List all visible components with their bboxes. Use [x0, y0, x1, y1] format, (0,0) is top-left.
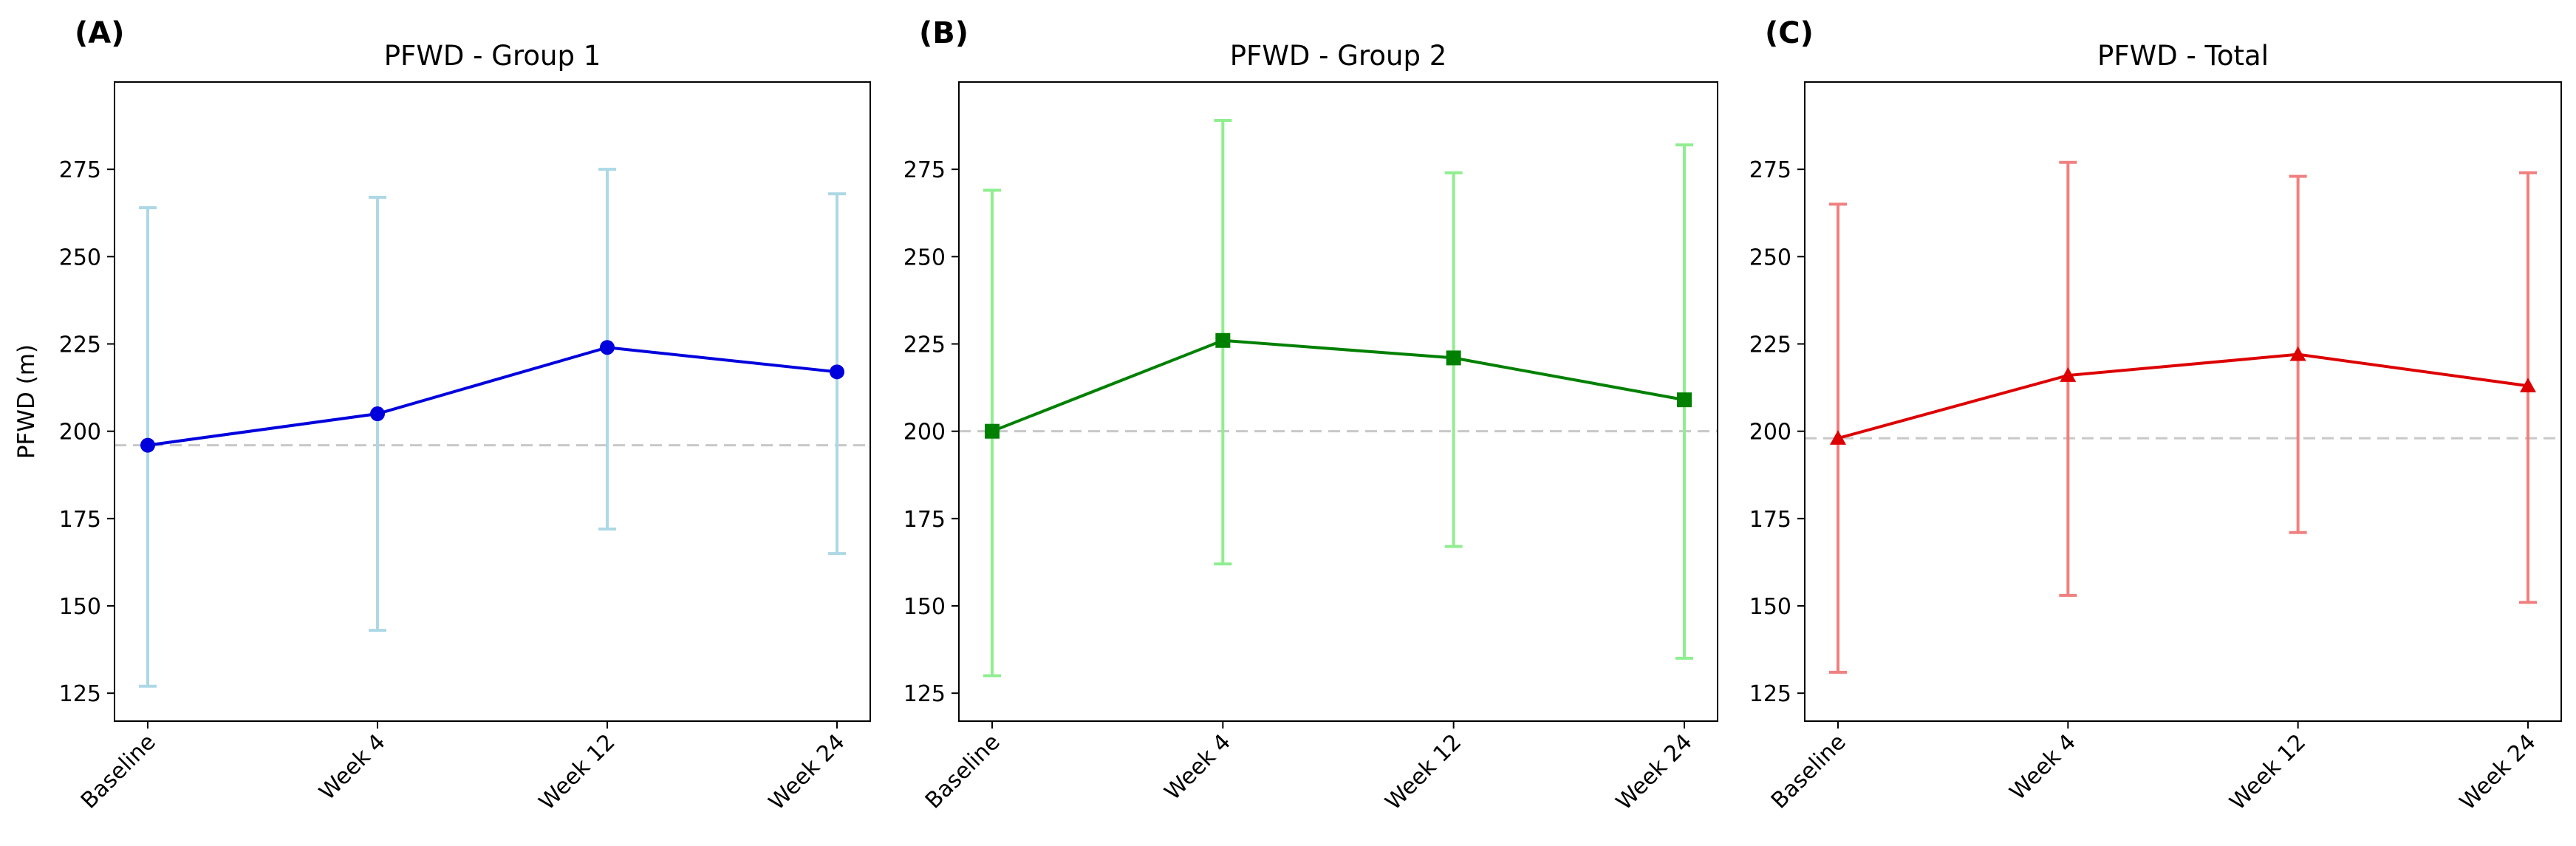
chart-panel-2: (B) PFWD - Group 2 125 150 175 200 225 250 275 Ba… [903, 16, 1718, 816]
series-1 [983, 118, 1693, 678]
y-tick-label: 200 [903, 420, 946, 446]
x-tick-label: Week 12 [1381, 729, 1467, 816]
y-tick-label: 125 [903, 681, 946, 707]
y-tick-label: 175 [903, 507, 946, 533]
plot-frame [1804, 81, 2562, 722]
data-point [1446, 350, 1461, 366]
chart-title: PFWD - Group 1 [384, 40, 601, 72]
x-tick-label: Week 12 [2225, 729, 2312, 816]
y-tick-label: 175 [59, 507, 101, 533]
panel-label: (A) [75, 16, 125, 50]
chart-panel-1: (A) PFWD - Group 1 PFWD (m) 125 150 175 200 225… [13, 16, 871, 816]
data-point [2060, 367, 2077, 382]
chart-title: PFWD - Total [2097, 40, 2269, 72]
y-tick-label: 275 [903, 157, 946, 183]
y-tick-label: 150 [59, 594, 101, 620]
x-tick-label: Baseline [920, 729, 1005, 814]
x-tick-label: Week 24 [1611, 729, 1698, 816]
panel-label: (B) [919, 16, 968, 50]
data-point [830, 364, 844, 380]
series-1 [139, 168, 846, 688]
x-tick-label: Week 24 [2455, 729, 2541, 816]
y-tick-label: 250 [1749, 245, 1791, 270]
plot-frame [114, 81, 871, 722]
y-tick-label: 275 [59, 157, 101, 183]
data-point [2289, 346, 2306, 361]
y-tick-label: 225 [59, 332, 101, 358]
y-tick-label: 225 [903, 332, 946, 358]
series-line [147, 346, 838, 447]
y-tick-label: 125 [1749, 681, 1791, 707]
data-point [985, 423, 1000, 439]
chart-title: PFWD - Group 2 [1230, 40, 1447, 72]
y-tick-label: 150 [903, 594, 946, 620]
data-point [600, 340, 615, 355]
y-axis-label: PFWD (m) [13, 344, 40, 459]
x-tick-label: Week 4 [315, 729, 391, 805]
y-tick-label: 175 [1749, 507, 1791, 533]
data-point [1677, 392, 1692, 408]
x-tick-label: Week 4 [2005, 729, 2081, 805]
x-tick-label: Baseline [1766, 729, 1851, 814]
series-1 [1829, 160, 2537, 674]
data-point [1830, 430, 1846, 445]
y-tick-label: 225 [1749, 332, 1791, 358]
y-tick-label: 250 [59, 245, 101, 270]
series-line [991, 338, 1685, 433]
y-tick-label: 125 [59, 681, 101, 707]
panel-label: (C) [1765, 16, 1814, 50]
x-tick-label: Week 24 [764, 729, 850, 816]
chart-panel-3: (C) PFWD - Total 125 150 175 200 225 250 275 Base… [1749, 16, 2562, 816]
data-point [2520, 378, 2536, 393]
data-point [370, 406, 385, 422]
series-line [1837, 352, 2529, 440]
y-tick-label: 275 [1749, 157, 1791, 183]
x-tick-label: Week 12 [534, 729, 621, 816]
data-point [1215, 332, 1231, 348]
plot-frame [958, 81, 1718, 722]
y-tick-label: 200 [1749, 420, 1791, 446]
x-tick-label: Baseline [76, 729, 161, 814]
y-tick-label: 150 [1749, 594, 1791, 620]
x-tick-label: Week 4 [1160, 729, 1236, 805]
data-point [140, 437, 155, 453]
y-tick-label: 200 [59, 420, 101, 446]
y-tick-label: 250 [903, 245, 946, 270]
